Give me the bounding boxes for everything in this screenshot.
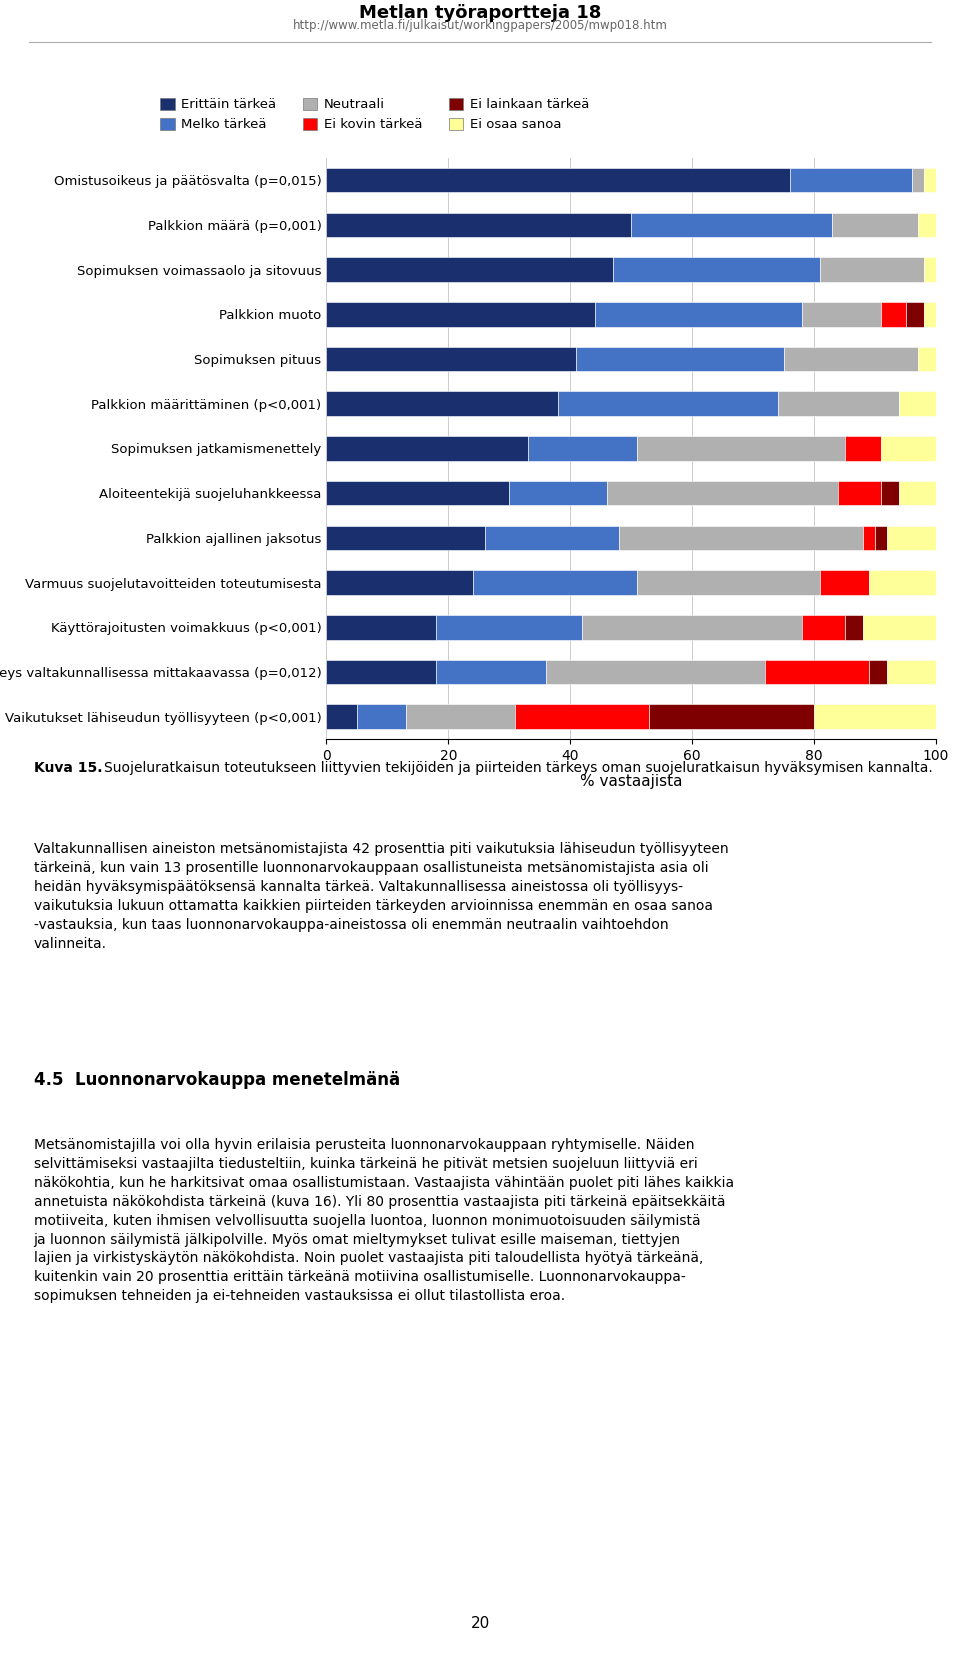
- Bar: [838, 482, 881, 505]
- Bar: [863, 615, 936, 639]
- Bar: [326, 392, 558, 415]
- Text: Metsänomistajilla voi olla hyvin erilaisia perusteita luonnonarvokauppaan ryhtym: Metsänomistajilla voi olla hyvin erilais…: [34, 1138, 733, 1304]
- Bar: [881, 437, 936, 460]
- Bar: [594, 302, 802, 327]
- Bar: [900, 482, 936, 505]
- Bar: [406, 704, 516, 729]
- Bar: [912, 168, 924, 193]
- Bar: [558, 392, 778, 415]
- Bar: [583, 615, 802, 639]
- Bar: [612, 257, 820, 282]
- Bar: [357, 704, 406, 729]
- Bar: [516, 704, 650, 729]
- Bar: [918, 213, 936, 238]
- Bar: [326, 659, 436, 684]
- Text: http://www.metla.fi/julkaisut/workingpapers/2005/mwp018.htm: http://www.metla.fi/julkaisut/workingpap…: [293, 18, 667, 32]
- Bar: [326, 525, 485, 550]
- Bar: [876, 525, 887, 550]
- Bar: [918, 347, 936, 372]
- Bar: [778, 392, 900, 415]
- Bar: [905, 302, 924, 327]
- Bar: [326, 570, 472, 595]
- Bar: [326, 257, 612, 282]
- Bar: [924, 257, 936, 282]
- Bar: [832, 213, 918, 238]
- Bar: [845, 615, 863, 639]
- Legend: Erittäin tärkeä, Melko tärkeä, Neutraali, Ei kovin tärkeä, Ei lainkaan tärkeä, E: Erittäin tärkeä, Melko tärkeä, Neutraali…: [160, 98, 589, 131]
- Bar: [887, 525, 936, 550]
- Bar: [802, 302, 881, 327]
- Bar: [820, 570, 869, 595]
- Text: Suojeluratkaisun toteutukseen liittyvien tekijöiden ja piirteiden tärkeys oman s: Suojeluratkaisun toteutukseen liittyvien…: [104, 761, 932, 774]
- Bar: [326, 347, 576, 372]
- Bar: [869, 570, 936, 595]
- Bar: [900, 392, 936, 415]
- Text: 20: 20: [470, 1616, 490, 1631]
- Bar: [650, 704, 814, 729]
- Bar: [546, 659, 765, 684]
- X-axis label: % vastaajista: % vastaajista: [580, 774, 683, 789]
- Bar: [528, 437, 637, 460]
- Bar: [485, 525, 619, 550]
- Text: Metlan työraportteja 18: Metlan työraportteja 18: [359, 3, 601, 22]
- Bar: [814, 704, 936, 729]
- Bar: [326, 482, 510, 505]
- Bar: [472, 570, 637, 595]
- Bar: [326, 704, 357, 729]
- Bar: [924, 168, 936, 193]
- Bar: [510, 482, 607, 505]
- Bar: [326, 302, 594, 327]
- Bar: [845, 437, 881, 460]
- Bar: [326, 437, 528, 460]
- Bar: [326, 213, 632, 238]
- Bar: [576, 347, 783, 372]
- Bar: [863, 525, 876, 550]
- Bar: [637, 570, 820, 595]
- Bar: [790, 168, 912, 193]
- Bar: [881, 302, 905, 327]
- Bar: [637, 437, 845, 460]
- Bar: [869, 659, 887, 684]
- Text: 4.5  Luonnonarvokauppa menetelmänä: 4.5 Luonnonarvokauppa menetelmänä: [34, 1071, 399, 1090]
- Bar: [820, 257, 924, 282]
- Bar: [802, 615, 845, 639]
- Bar: [326, 615, 436, 639]
- Bar: [436, 615, 583, 639]
- Bar: [881, 482, 900, 505]
- Bar: [326, 168, 790, 193]
- Text: Valtakunnallisen aineiston metsänomistajista 42 prosenttia piti vaikutuksia lähi: Valtakunnallisen aineiston metsänomistaj…: [34, 842, 729, 950]
- Bar: [887, 659, 936, 684]
- Bar: [783, 347, 918, 372]
- Bar: [607, 482, 838, 505]
- Bar: [436, 659, 546, 684]
- Text: Kuva 15.: Kuva 15.: [34, 761, 102, 774]
- Bar: [765, 659, 869, 684]
- Bar: [619, 525, 863, 550]
- Bar: [924, 302, 936, 327]
- Bar: [632, 213, 832, 238]
